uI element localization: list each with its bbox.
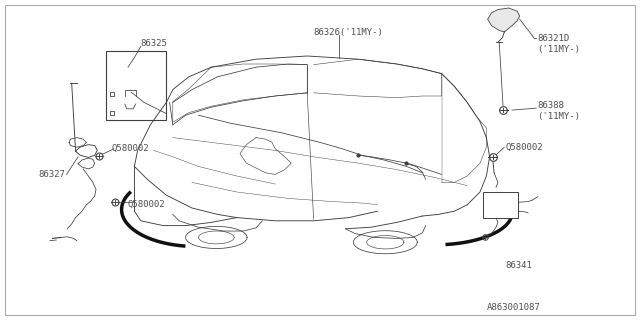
Text: 86325: 86325 — [141, 39, 168, 48]
Bar — [483, 192, 518, 218]
Text: Q580002: Q580002 — [128, 200, 166, 209]
Text: Q580002: Q580002 — [506, 143, 543, 152]
Polygon shape — [488, 8, 520, 32]
Text: ('11MY-): ('11MY-) — [538, 45, 580, 54]
Bar — [106, 51, 166, 120]
Text: 86388: 86388 — [538, 101, 564, 110]
Text: 86321D: 86321D — [538, 34, 570, 43]
Text: 86341: 86341 — [506, 261, 532, 270]
Text: 86327: 86327 — [38, 170, 65, 179]
Text: ('11MY-): ('11MY-) — [538, 112, 580, 121]
Text: Q580002: Q580002 — [112, 144, 150, 153]
Text: 86326('11MY-): 86326('11MY-) — [314, 28, 383, 36]
Text: A863001087: A863001087 — [486, 303, 540, 312]
